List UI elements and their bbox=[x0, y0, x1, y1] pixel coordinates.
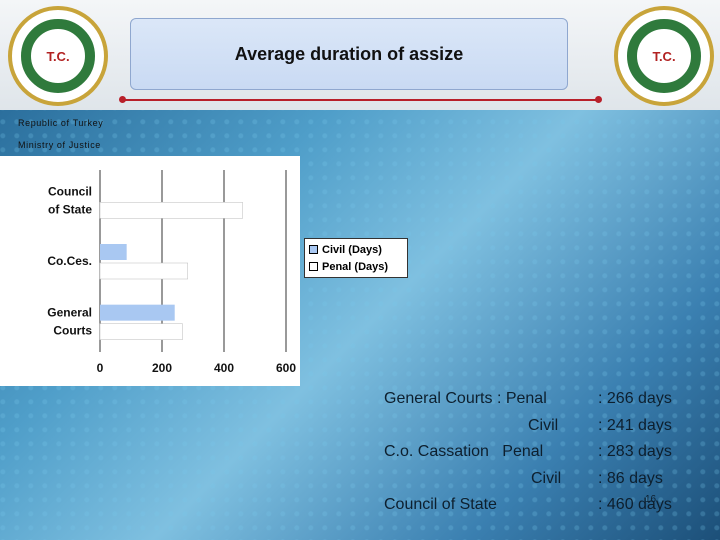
summary-value: : 241 days bbox=[598, 417, 672, 434]
page-number: 16 bbox=[645, 494, 657, 505]
summary-value: : 460 days bbox=[598, 496, 672, 513]
summary-label: General Courts : Penal bbox=[384, 390, 547, 407]
y-category-label: General bbox=[47, 306, 92, 320]
divider-dot-left bbox=[119, 96, 126, 103]
title-text: Average duration of assize bbox=[234, 43, 464, 64]
duration-bar-chart: 0 200 400 600 Council of State Co.Ces. General C… bbox=[47, 170, 296, 375]
summary-label: Civil bbox=[528, 417, 559, 434]
y-category-label: Courts bbox=[53, 324, 92, 338]
scales-emblem-icon: T.C. bbox=[627, 19, 701, 93]
seal-right-text: T.C. bbox=[652, 48, 676, 64]
x-tick-label: 400 bbox=[214, 361, 234, 375]
title-divider bbox=[122, 99, 598, 101]
legend-swatch-civil bbox=[309, 245, 318, 254]
bar-civil bbox=[100, 304, 175, 321]
legend-label-civil: Civil (Days) bbox=[322, 243, 382, 256]
chart-panel: 0 200 400 600 Council of State Co.Ces. General C… bbox=[0, 156, 300, 386]
bar-penal bbox=[99, 323, 183, 340]
scales-emblem-icon: T.C. bbox=[21, 19, 95, 93]
bar-penal bbox=[99, 202, 243, 219]
ministry-line-1: Republic of Turkey bbox=[18, 118, 104, 128]
summary-label: Civil bbox=[531, 470, 562, 487]
legend-item-civil: Civil (Days) bbox=[309, 241, 403, 258]
ministry-line-2: Ministry of Justice bbox=[18, 140, 101, 150]
bar-penal bbox=[99, 262, 188, 280]
plot-area bbox=[100, 170, 286, 352]
y-category-label: Council bbox=[48, 184, 92, 198]
summary-label: C.o. Cassation Penal bbox=[384, 443, 544, 460]
summary-value: : 266 days bbox=[598, 390, 672, 407]
summary-value: : 283 days bbox=[598, 443, 672, 460]
x-tick-label: 600 bbox=[276, 361, 296, 375]
bar-civil bbox=[100, 244, 127, 260]
divider-dot-right bbox=[595, 96, 602, 103]
legend-label-penal: Penal (Days) bbox=[322, 260, 389, 273]
ministry-seal-right: T.C. bbox=[614, 6, 714, 106]
x-tick-label: 0 bbox=[97, 361, 104, 375]
seal-left-text: T.C. bbox=[46, 48, 70, 64]
y-category-label: of State bbox=[48, 202, 92, 216]
x-tick-label: 200 bbox=[152, 361, 172, 375]
page-title: Average duration of assize bbox=[130, 18, 568, 90]
summary-label: Council of State bbox=[384, 496, 497, 513]
legend-swatch-penal bbox=[309, 262, 318, 271]
summary-value: : 86 days bbox=[598, 470, 663, 487]
chart-legend: Civil (Days) Penal (Days) bbox=[304, 238, 408, 278]
legend-item-penal: Penal (Days) bbox=[309, 258, 403, 275]
ministry-seal-left: T.C. bbox=[8, 6, 108, 106]
y-category-label: Co.Ces. bbox=[47, 254, 92, 268]
